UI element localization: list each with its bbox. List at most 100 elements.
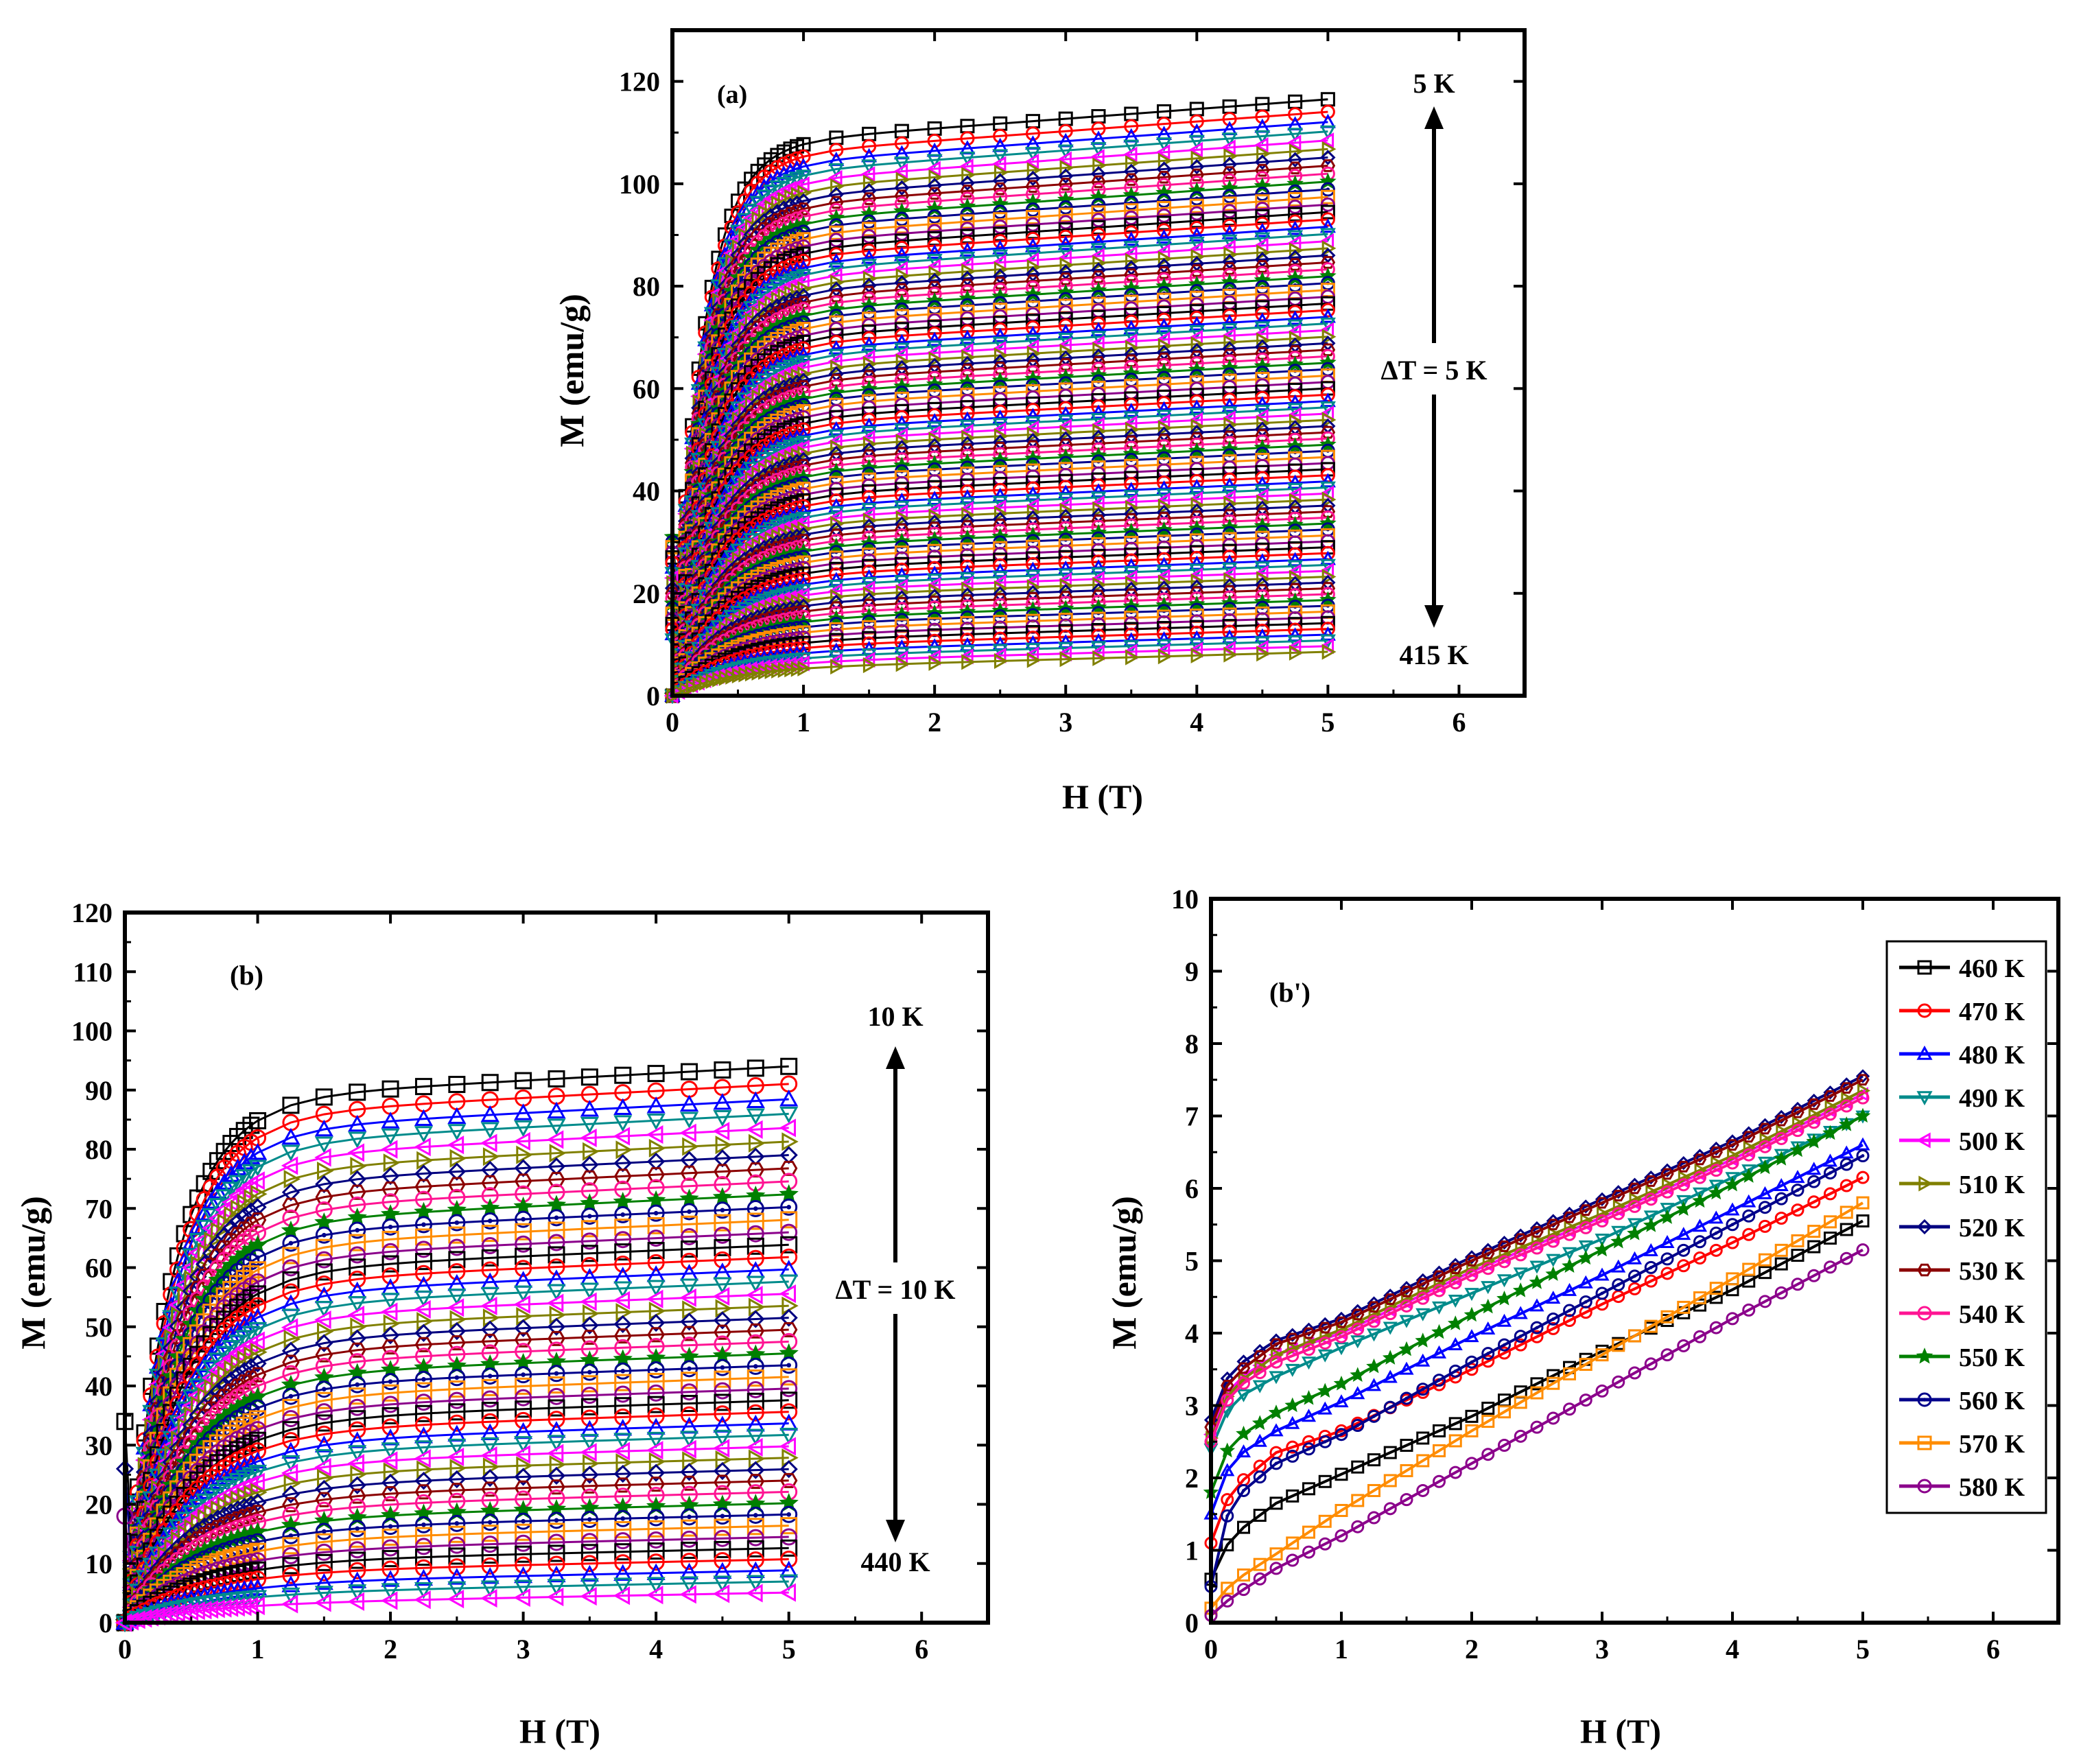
panel-a-point xyxy=(927,224,942,239)
panel-b-point xyxy=(613,1192,633,1210)
panel-a-point xyxy=(1190,573,1206,589)
panel-a-point xyxy=(1090,166,1107,182)
panel-a-ytick-label: 80 xyxy=(633,271,660,302)
panel-a-point xyxy=(1287,258,1303,271)
panel-a-point xyxy=(1155,318,1173,333)
panel-a-point xyxy=(1155,144,1171,161)
panel-a-point xyxy=(1320,150,1336,165)
panel-a-point xyxy=(894,189,910,202)
panel-a-point xyxy=(1189,191,1204,206)
panel-a-point xyxy=(1026,345,1042,362)
panel-a-point xyxy=(797,521,812,537)
panel-a-point xyxy=(769,180,786,195)
panel-a-point xyxy=(828,253,845,268)
panel-a-point xyxy=(1155,137,1173,152)
panel-a-series-line xyxy=(671,130,1328,696)
panel-b-point-dot xyxy=(521,1372,526,1377)
panel-a-point xyxy=(1024,237,1042,252)
panel-a-point xyxy=(1025,126,1040,141)
panel-a-point xyxy=(961,349,976,366)
panel-a-point xyxy=(1221,314,1238,329)
panel-a-point xyxy=(828,163,845,178)
panel-a-point xyxy=(1091,175,1106,189)
panel-b-point-dot xyxy=(587,1214,592,1219)
panel-a-point xyxy=(894,226,909,242)
panel-a-point xyxy=(1124,203,1139,218)
panel-a-point xyxy=(1188,236,1205,251)
panel-a-point xyxy=(893,333,910,349)
panel-a-point xyxy=(1319,228,1336,243)
panel-a-point xyxy=(1091,205,1106,220)
panel-a-point xyxy=(1188,141,1203,158)
panel-a-point xyxy=(1221,139,1236,156)
panel-a-point xyxy=(1320,303,1335,318)
panel-b-point-dot xyxy=(587,1369,592,1375)
panel-a-ytick-label: 40 xyxy=(633,476,660,507)
panel-b-point-dot xyxy=(255,1405,260,1411)
panel-a-point xyxy=(961,263,976,280)
panel-a-point xyxy=(1289,330,1304,347)
panel-a-point xyxy=(782,174,799,189)
panel-a-point xyxy=(994,505,1009,521)
panel-a-point xyxy=(1321,329,1337,345)
panel-a-point xyxy=(829,225,844,240)
panel-a-point xyxy=(960,279,975,292)
panel-a-point xyxy=(1255,109,1270,124)
panel-a-point xyxy=(860,166,875,183)
panel-a-xtick-label: 4 xyxy=(1190,707,1203,738)
panel-b-point-dot xyxy=(620,1212,626,1217)
panel-b-point-dot xyxy=(322,1387,327,1392)
panel-a-point xyxy=(861,285,877,299)
panel-b-point-dot xyxy=(355,1227,360,1233)
panel-a-point xyxy=(796,149,811,164)
panel-a-point xyxy=(1255,194,1270,209)
panel-a-point xyxy=(665,587,680,600)
panel-a-point xyxy=(862,513,878,529)
panel-b-point-dot xyxy=(454,1220,460,1225)
panel-a-point xyxy=(1254,232,1271,247)
panel-a-xtick-label: 2 xyxy=(928,707,941,738)
panel-a-point xyxy=(1157,420,1173,436)
panel-a-point xyxy=(1124,173,1139,186)
panel-a-point xyxy=(1221,234,1238,249)
panel-b-point-dot xyxy=(554,1371,559,1376)
panel-a-point xyxy=(959,152,976,166)
panel-a-ytick-label: 120 xyxy=(619,67,660,97)
panel-a-point xyxy=(1125,499,1140,516)
panel-a-point xyxy=(1157,574,1173,591)
panel-a-point xyxy=(1221,477,1238,492)
panel-a-point xyxy=(1222,189,1237,204)
panel-a-point xyxy=(1188,316,1205,331)
panel-a-point xyxy=(861,183,877,199)
panel-a-point xyxy=(861,159,878,174)
panel-a-point xyxy=(1123,139,1140,154)
panel-a-point xyxy=(861,259,878,274)
panel-a-point xyxy=(1321,412,1337,428)
panel-a-point xyxy=(1256,332,1271,349)
panel-a-point xyxy=(993,219,1008,234)
panel-a-series-line xyxy=(672,322,1328,641)
panel-a-point xyxy=(1223,334,1238,351)
panel-a-point xyxy=(1319,473,1336,488)
panel-b-point xyxy=(646,1190,666,1209)
panel-a-point xyxy=(1254,222,1271,237)
panel-a-point xyxy=(1059,578,1074,594)
panel-a-point xyxy=(1125,421,1140,438)
panel-a-point xyxy=(1256,494,1271,510)
panel-a-point xyxy=(1320,104,1335,119)
panel-a-series-line xyxy=(671,121,1328,696)
panel-a-point xyxy=(743,203,760,218)
panel-a-point xyxy=(861,417,878,432)
panel-a-point xyxy=(862,229,877,244)
panel-a-point xyxy=(1123,231,1140,246)
panel-a-point xyxy=(1059,425,1074,441)
panel-a-point xyxy=(1058,215,1073,230)
panel-a-point xyxy=(1222,196,1237,211)
panel-a-point xyxy=(1026,579,1042,596)
panel-a-point xyxy=(960,131,975,146)
panel-a-point xyxy=(1123,241,1140,255)
panel-a-point xyxy=(1321,568,1337,585)
panel-a-point xyxy=(797,445,812,462)
panel-a-point xyxy=(1287,152,1303,168)
panel-a-point xyxy=(1320,182,1335,197)
